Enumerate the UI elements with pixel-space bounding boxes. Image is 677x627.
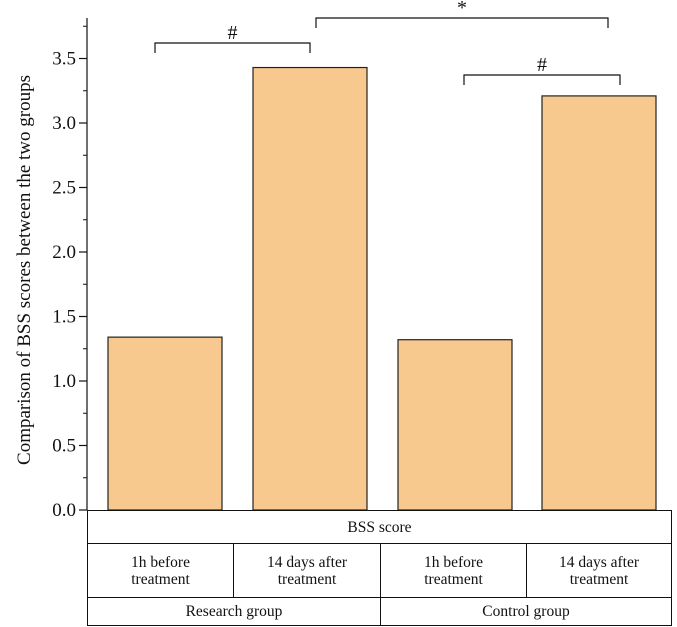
cell-line: treatment <box>424 570 483 588</box>
table-cell-control-after: 14 days after treatment <box>526 543 672 598</box>
bars <box>107 66 657 511</box>
significance-label: # <box>537 54 547 76</box>
significance-label: # <box>228 22 238 44</box>
bar-2 <box>397 339 513 511</box>
bar-1 <box>252 66 368 511</box>
y-tick-label: 0.5 <box>52 436 76 457</box>
table-cell-research-after: 14 days after treatment <box>233 543 381 598</box>
table-header-bss-score: BSS score <box>87 510 672 544</box>
cell-line: 14 days after <box>558 553 640 571</box>
y-tick-label: 0.0 <box>52 500 76 521</box>
y-tick-label: 1.5 <box>52 307 76 328</box>
table-group-control: Control group <box>380 597 672 626</box>
y-tick-label: 3.5 <box>52 49 76 70</box>
y-tick-label: 2.5 <box>52 178 76 199</box>
significance-bracket <box>463 74 621 85</box>
cell-line: 14 days after <box>266 553 348 571</box>
cell-line: treatment <box>569 570 629 588</box>
group-label: Research group <box>185 603 283 620</box>
table-group-research: Research group <box>87 597 381 626</box>
significance-bracket <box>315 17 609 28</box>
significance-label: * <box>457 0 467 19</box>
group-label: Control group <box>482 603 570 620</box>
bar-3 <box>541 95 657 511</box>
y-axis: 0.0 0.5 1.0 1.5 2.0 2.5 3.0 3.5 <box>52 18 88 521</box>
cell-line: treatment <box>131 570 190 588</box>
cell-line: 1h before <box>424 553 483 571</box>
significance-brackets: # # * <box>154 0 621 85</box>
y-axis-label: Comparison of BSS scores between the two… <box>14 75 35 465</box>
table-cell-research-before: 1h before treatment <box>87 543 234 598</box>
cell-line: 1h before <box>131 553 190 571</box>
cell-line: treatment <box>277 570 337 588</box>
y-tick-label: 2.0 <box>52 242 76 263</box>
significance-bracket <box>154 42 311 53</box>
y-tick-label: 1.0 <box>52 371 76 392</box>
table-cell-control-before: 1h before treatment <box>380 543 527 598</box>
bss-score-label: BSS score <box>347 518 412 536</box>
bar-0 <box>107 336 223 511</box>
y-tick-label: 3.0 <box>52 113 76 134</box>
